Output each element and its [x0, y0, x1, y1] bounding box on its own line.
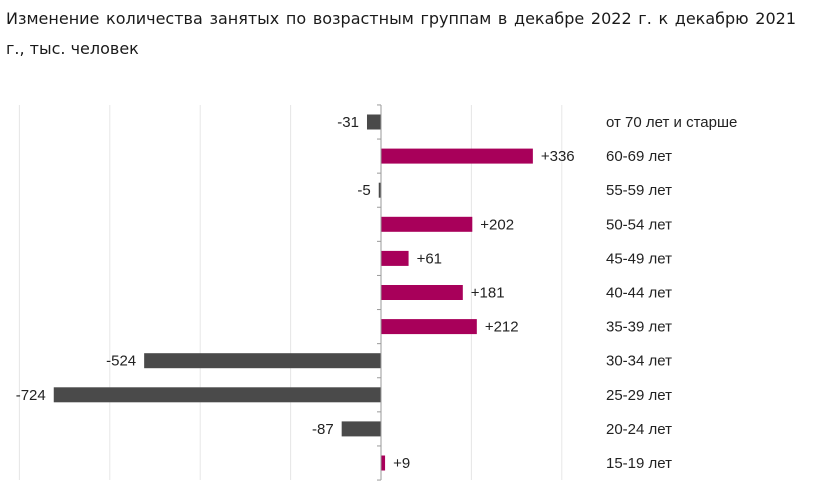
value-label: +202 [480, 216, 514, 233]
category-label: 60-69 лет [606, 148, 672, 165]
bars [53, 114, 533, 471]
category-labels: от 70 лет и старше 60-69 лет 55-59 лет 50-5… [606, 114, 737, 472]
category-label: 15-19 лет [606, 455, 672, 472]
value-label: -31 [337, 114, 359, 131]
bar [341, 421, 381, 437]
chart-title: Изменение количества занятых по возрастн… [6, 9, 796, 58]
value-label: -5 [357, 182, 370, 199]
category-label: 40-44 лет [606, 285, 672, 302]
bar [381, 455, 386, 471]
bar [381, 250, 409, 266]
bar [381, 319, 477, 335]
value-label: -724 [16, 387, 46, 404]
value-label: -524 [106, 353, 136, 370]
bar [53, 387, 381, 403]
bar [381, 148, 533, 164]
bar [381, 285, 463, 300]
value-labels: -31 +336 -5 +202 +61 +181 +212 -524 -724 -87 +9 [16, 114, 575, 472]
value-label: +181 [471, 285, 505, 302]
category-label: 35-39 лет [606, 319, 672, 336]
bar [366, 114, 381, 130]
value-label: -87 [312, 421, 334, 438]
value-label: +336 [541, 148, 575, 165]
bar [144, 353, 381, 369]
category-label: 20-24 лет [606, 421, 672, 438]
value-label: +61 [417, 250, 442, 267]
bar [378, 182, 381, 198]
category-label: 45-49 лет [606, 250, 672, 267]
zero-axis [377, 104, 382, 481]
value-label: +9 [393, 455, 410, 472]
bar [381, 216, 473, 232]
category-label: 30-34 лет [606, 353, 672, 370]
gridlines [18, 105, 563, 480]
category-label: 50-54 лет [606, 216, 672, 233]
category-label: от 70 лет и старше [606, 114, 737, 131]
category-label: 25-29 лет [606, 387, 672, 404]
category-label: 55-59 лет [606, 182, 672, 199]
value-label: +212 [485, 319, 519, 336]
